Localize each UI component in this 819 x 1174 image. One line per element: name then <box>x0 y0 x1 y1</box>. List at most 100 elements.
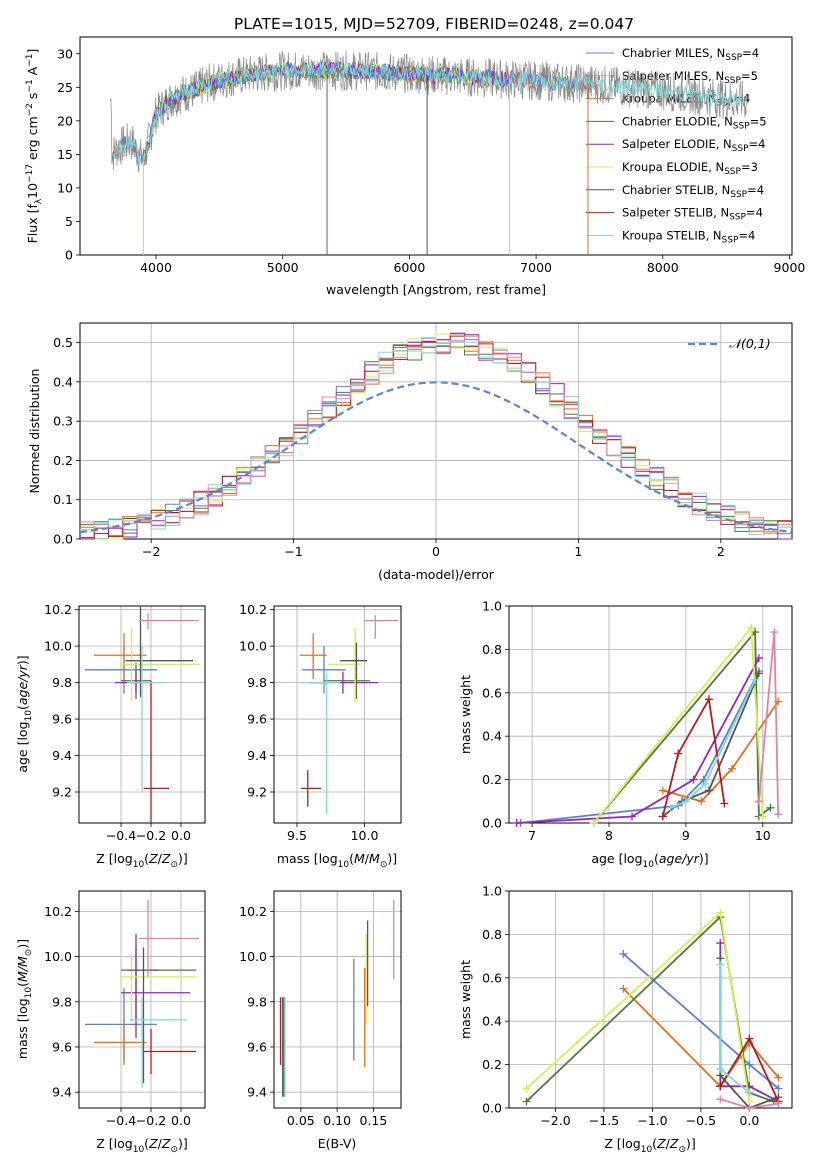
weight-marker <box>701 779 710 788</box>
weight-series-line <box>516 657 760 824</box>
y-tick-label: 0.2 <box>482 772 502 787</box>
x-axis-label: Z [log10(Z/Z⊙)] <box>604 1136 696 1155</box>
axes-mass-weight-vs-age: 7 8 9 10 0.0 0.2 0.4 0.6 0.8 1.0 mass weight age [l… <box>458 599 793 870</box>
weight-series-line <box>525 910 751 1102</box>
y-tick-label: 0.4 <box>482 1014 502 1029</box>
weight-marker <box>774 810 783 819</box>
weight-marker <box>522 1097 531 1106</box>
weight-marker <box>758 812 767 821</box>
x-tick-label: 6000 <box>393 260 425 275</box>
axes-age-vs-Z: −0.4 −0.2 0.0 9.2 9.4 9.6 9.8 10.0 10.2 Z [log10(… <box>15 602 206 870</box>
y-tick-label: 9.8 <box>247 675 267 690</box>
weight-marker <box>747 623 756 632</box>
x-tick-label: −1.0 <box>637 1113 667 1128</box>
plot-area-mass-vs-ebv <box>279 900 395 1097</box>
weight-marker <box>658 812 667 821</box>
y-axis-label: mass [log10(M/M⊙)] <box>15 939 34 1059</box>
axes-frame <box>79 36 793 256</box>
model-spectrum-line <box>111 61 742 166</box>
legend-label: Salpeter STELIB, NSSP=4 <box>622 206 763 223</box>
y-tick-label: 9.4 <box>247 1085 267 1100</box>
y-tick-label: 10.0 <box>44 949 72 964</box>
x-tick-label: 4000 <box>140 260 172 275</box>
y-tick-label: 0.8 <box>482 642 502 657</box>
y-tick-label: 1.0 <box>482 884 502 899</box>
weight-marker <box>619 984 628 993</box>
y-tick-label: 0.4 <box>482 729 502 744</box>
weight-marker <box>716 1064 725 1073</box>
weight-marker <box>774 1073 783 1082</box>
x-tick-label: 2 <box>717 544 725 559</box>
legend-label: Chabrier ELODIE, NSSP=5 <box>622 114 767 131</box>
x-axis-label: Z [log10(Z/Z⊙)] <box>96 851 188 870</box>
x-tick-label: 9 <box>682 828 690 843</box>
weight-marker <box>770 628 779 637</box>
x-tick-label: 10 <box>755 828 771 843</box>
y-tick-label: 9.8 <box>52 994 72 1009</box>
legend-label: Kroupa ELODIE, NSSP=3 <box>622 160 758 177</box>
axes-frame <box>79 322 793 540</box>
axes-spectrum: 4000 5000 6000 7000 8000 9000 0 5 10 15 20 25 30 wave… <box>25 36 805 297</box>
x-tick-label: 9.5 <box>287 828 307 843</box>
y-tick-label: 9.6 <box>52 712 72 727</box>
x-tick-label: 0.0 <box>739 1113 759 1128</box>
y-tick-label: 10.2 <box>44 904 72 919</box>
x-axis-label: mass [log10(M/M⊙)] <box>277 851 397 870</box>
plot-area-age-vs-Z <box>85 606 201 823</box>
y-tick-label: 0.0 <box>482 1101 502 1116</box>
axes-mass-vs-Z: −0.4 −0.2 0.0 9.4 9.6 9.8 10.0 10.2 Z [log10(Z/Z… <box>15 890 206 1155</box>
plot-area-mass-vs-Z <box>85 900 199 1088</box>
y-tick-label: 25 <box>57 80 73 95</box>
weight-marker <box>689 775 698 784</box>
axes-residuals: −2 −1 0 1 2 0.0 0.1 0.2 0.3 0.4 0.5 (data-model)/er… <box>27 322 793 582</box>
x-axis-label: wavelength [Angstrom, rest frame] <box>326 282 546 297</box>
weight-marker <box>716 1082 725 1091</box>
y-axis-label: Normed distribution <box>27 369 42 494</box>
y-tick-label: 9.2 <box>52 785 72 800</box>
y-tick-label: 0.4 <box>53 374 73 389</box>
weight-marker <box>666 803 675 812</box>
y-tick-label: 9.4 <box>52 1085 72 1100</box>
figure-title: PLATE=1015, MJD=52709, FIBERID=0248, z=0… <box>234 15 634 33</box>
axes-frame <box>273 605 402 824</box>
x-tick-label: 10.0 <box>351 828 379 843</box>
weight-marker <box>751 628 760 637</box>
weight-marker <box>697 797 706 806</box>
y-tick-label: 1.0 <box>482 599 502 614</box>
legend-label: Salpeter ELODIE, NSSP=4 <box>622 137 765 154</box>
weight-marker <box>774 1084 783 1093</box>
plot-area-age-vs-mass <box>299 615 399 814</box>
weight-series-line <box>592 629 772 824</box>
x-tick-label: 0 <box>432 544 440 559</box>
y-tick-label: 0 <box>65 248 73 263</box>
y-tick-label: 9.8 <box>247 994 267 1009</box>
weight-marker <box>754 654 763 663</box>
x-tick-label: −0.5 <box>686 1113 716 1128</box>
weight-marker <box>716 908 725 917</box>
weight-marker <box>619 949 628 958</box>
weight-marker <box>745 1104 754 1112</box>
weight-marker <box>751 675 760 684</box>
y-tick-label: 20 <box>57 113 73 128</box>
histogram-step-line <box>80 335 792 532</box>
weight-marker <box>745 1088 754 1097</box>
weight-marker <box>658 786 667 795</box>
weight-marker <box>774 1099 783 1108</box>
axes-age-vs-mass: 9.5 10.0 9.2 9.4 9.6 9.8 10.0 10.2 mass [log10(M… <box>239 602 402 870</box>
x-tick-label: 5000 <box>267 260 299 275</box>
weight-series-line <box>525 915 774 1103</box>
legend-label: Chabrier MILES, NSSP=4 <box>622 46 759 63</box>
weight-series-line <box>662 700 779 803</box>
weight-series-line <box>670 679 756 809</box>
y-tick-label: 0.6 <box>482 685 502 700</box>
y-axis-label: age [log10(age/yr)] <box>15 655 34 772</box>
weight-marker <box>704 786 713 795</box>
weight-series-line <box>520 670 760 824</box>
x-axis-label: E(B-V) <box>318 1136 357 1151</box>
y-tick-label: 0.1 <box>53 492 73 507</box>
weight-marker <box>716 939 725 948</box>
x-tick-label: −0.2 <box>136 828 166 843</box>
weight-series-line <box>622 987 780 1088</box>
